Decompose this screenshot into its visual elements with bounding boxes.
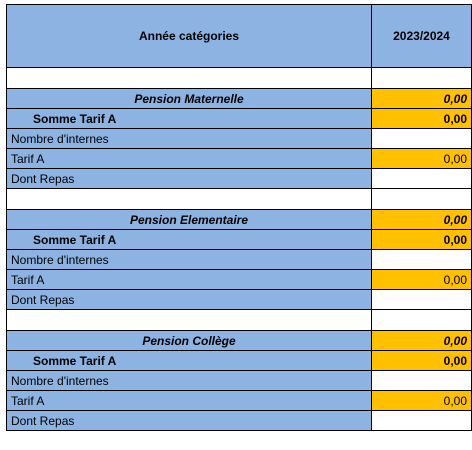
empty-cell[interactable]	[6, 188, 372, 210]
somme-value-cell[interactable]: 0,00	[371, 108, 472, 129]
header-year-cell[interactable]: 2023/2024	[371, 4, 472, 68]
empty-cell[interactable]	[371, 67, 472, 89]
tarif-row: Tarif A 0,00	[6, 269, 472, 290]
section-total-cell[interactable]: 0,00	[371, 330, 472, 351]
section-title-row: Pension Collège 0,00	[6, 330, 472, 351]
repas-row: Dont Repas	[6, 289, 472, 310]
tarif-value-cell[interactable]: 0,00	[371, 269, 472, 290]
somme-value-cell[interactable]: 0,00	[371, 229, 472, 250]
empty-cell[interactable]	[371, 188, 472, 210]
tarif-row: Tarif A 0,00	[6, 390, 472, 411]
header-row: Année catégories 2023/2024	[6, 4, 472, 68]
somme-value-cell[interactable]: 0,00	[371, 350, 472, 371]
tarif-label-cell[interactable]: Tarif A	[6, 148, 372, 169]
nombre-label-cell[interactable]: Nombre d'internes	[6, 370, 372, 391]
section-title-cell[interactable]: Pension Elementaire	[6, 209, 372, 230]
spacer-row	[6, 67, 472, 89]
somme-label-cell[interactable]: Somme Tarif A	[6, 350, 372, 371]
repas-value-cell[interactable]	[371, 410, 472, 431]
section-title-row: Pension Elementaire 0,00	[6, 209, 472, 230]
nombre-value-cell[interactable]	[371, 370, 472, 391]
tarif-row: Tarif A 0,00	[6, 148, 472, 169]
somme-row: Somme Tarif A 0,00	[6, 350, 472, 371]
somme-row: Somme Tarif A 0,00	[6, 108, 472, 129]
tarif-value-cell[interactable]: 0,00	[371, 390, 472, 411]
section-title-cell[interactable]: Pension Maternelle	[6, 88, 372, 109]
section-total-cell[interactable]: 0,00	[371, 88, 472, 109]
section-title-row: Pension Maternelle 0,00	[6, 88, 472, 109]
nombre-row: Nombre d'internes	[6, 249, 472, 270]
spacer-row	[6, 309, 472, 331]
somme-label-cell[interactable]: Somme Tarif A	[6, 108, 372, 129]
repas-label-cell[interactable]: Dont Repas	[6, 410, 372, 431]
empty-cell[interactable]	[6, 309, 372, 331]
nombre-label-cell[interactable]: Nombre d'internes	[6, 249, 372, 270]
repas-label-cell[interactable]: Dont Repas	[6, 289, 372, 310]
repas-value-cell[interactable]	[371, 168, 472, 189]
repas-label-cell[interactable]: Dont Repas	[6, 168, 372, 189]
repas-value-cell[interactable]	[371, 289, 472, 310]
header-label-cell[interactable]: Année catégories	[6, 4, 372, 68]
section-total-cell[interactable]: 0,00	[371, 209, 472, 230]
tarif-value-cell[interactable]: 0,00	[371, 148, 472, 169]
somme-label-cell[interactable]: Somme Tarif A	[6, 229, 372, 250]
tarif-label-cell[interactable]: Tarif A	[6, 269, 372, 290]
repas-row: Dont Repas	[6, 410, 472, 431]
nombre-row: Nombre d'internes	[6, 128, 472, 149]
empty-cell[interactable]	[371, 309, 472, 331]
nombre-label-cell[interactable]: Nombre d'internes	[6, 128, 372, 149]
empty-cell[interactable]	[6, 67, 372, 89]
spacer-row	[6, 188, 472, 210]
somme-row: Somme Tarif A 0,00	[6, 229, 472, 250]
nombre-value-cell[interactable]	[371, 249, 472, 270]
nombre-row: Nombre d'internes	[6, 370, 472, 391]
section-title-cell[interactable]: Pension Collège	[6, 330, 372, 351]
pension-table: Année catégories 2023/2024 Pension Mater…	[6, 4, 472, 431]
nombre-value-cell[interactable]	[371, 128, 472, 149]
tarif-label-cell[interactable]: Tarif A	[6, 390, 372, 411]
repas-row: Dont Repas	[6, 168, 472, 189]
